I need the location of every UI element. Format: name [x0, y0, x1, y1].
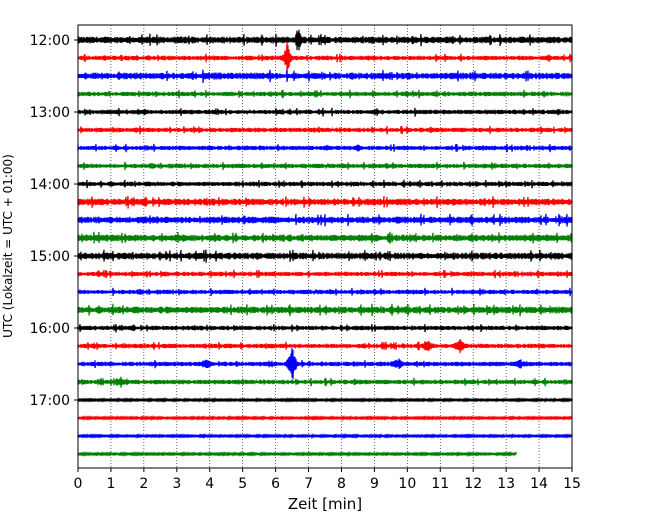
- x-tick-label: 11: [431, 476, 449, 492]
- x-tick-label: 7: [304, 476, 313, 492]
- y-tick-label: 17:00: [30, 393, 70, 409]
- x-tick-label: 3: [172, 476, 181, 492]
- x-tick-label: 1: [106, 476, 115, 492]
- x-tick-label: 8: [337, 476, 346, 492]
- seismic-traces: [77, 29, 573, 458]
- x-axis-label: Zeit [min]: [288, 495, 362, 513]
- plot-background: [78, 25, 572, 468]
- grid-lines: [110, 25, 540, 468]
- x-tick-label: 5: [238, 476, 247, 492]
- y-tick-label: 16:00: [30, 321, 70, 337]
- x-tick-label: 12: [464, 476, 482, 492]
- x-tick-label: 2: [139, 476, 148, 492]
- plot-frame: [77, 24, 573, 469]
- y-tick-label: 12:00: [30, 33, 70, 49]
- y-axis-label: UTC (Lokalzeit = UTC + 01:00): [1, 154, 15, 338]
- x-tick-label: 0: [74, 476, 83, 492]
- y-axis-ticks: 12:00 13:00 14:00 15:00 16:00 17:00: [30, 33, 78, 409]
- x-tick-label: 15: [563, 476, 581, 492]
- x-tick-label: 13: [497, 476, 515, 492]
- y-tick-label: 14:00: [30, 177, 70, 193]
- x-tick-label: 9: [370, 476, 379, 492]
- y-tick-label: 15:00: [30, 249, 70, 265]
- x-tick-label: 10: [398, 476, 416, 492]
- x-tick-label: 4: [205, 476, 214, 492]
- y-tick-label: 13:00: [30, 105, 70, 121]
- x-axis-ticks: 0 1 2 3 4 5 6 7 8 9 10 11 12 13 14 15: [74, 468, 581, 492]
- x-tick-label: 6: [271, 476, 280, 492]
- x-tick-label: 14: [530, 476, 548, 492]
